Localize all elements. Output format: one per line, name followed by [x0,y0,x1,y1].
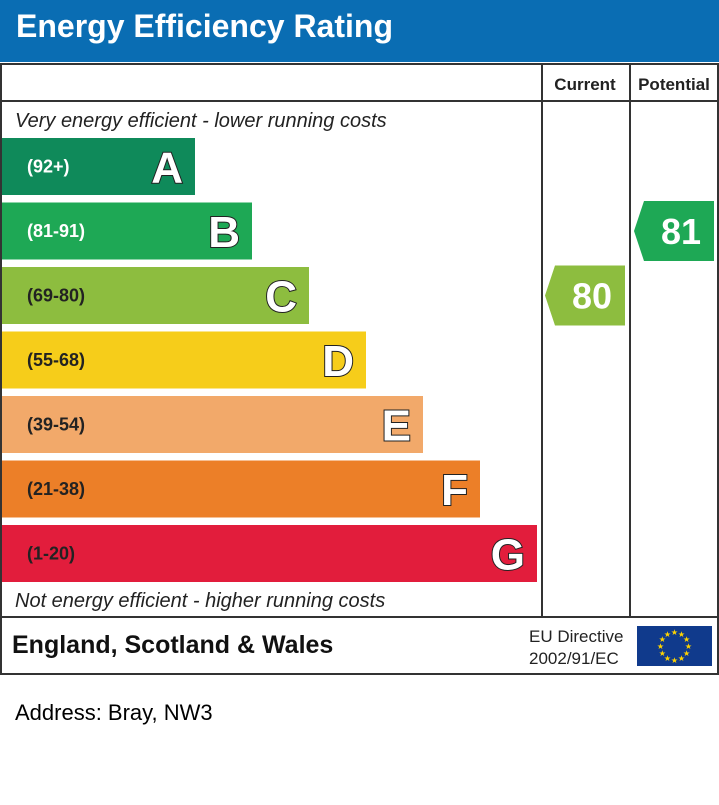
eu-star: ★ [685,642,692,651]
band-letter-a: A [151,144,183,193]
top-note: Very energy efficient - lower running co… [15,110,387,132]
current-rating-arrow: 80 [545,265,625,326]
band-e [2,396,423,453]
band-b [2,202,252,260]
directive-line-1: EU Directive [529,627,623,646]
potential-column-header: Potential [638,75,710,94]
band-letter-b: B [208,208,240,257]
band-letter-c: C [265,273,297,322]
band-range-g: (1-20) [27,544,75,564]
current-column-header: Current [554,75,616,94]
eu-star: ★ [678,654,685,663]
header-bar: Energy Efficiency Rating [0,0,719,62]
band-range-a: (92+) [27,157,70,177]
eu-flag-icon [637,626,712,666]
band-range-f: (21-38) [27,479,85,499]
eu-star: ★ [683,635,690,644]
page-title: Energy Efficiency Rating [16,8,393,44]
potential-rating-shape [634,201,714,261]
current-rating-shape [545,265,625,326]
current-rating-value: 80 [572,276,612,317]
region-label: England, Scotland & Wales [12,631,333,659]
potential-rating-arrow: 81 [634,201,714,261]
eu-star: ★ [678,630,685,639]
rating-bands: (92+) A (81-91) B (69-80) C (55-68) D (39-54) E (2… [2,138,537,582]
band-range-d: (55-68) [27,350,85,370]
band-letter-d: D [322,337,354,386]
eu-star: ★ [657,642,664,651]
band-g [2,525,537,582]
band-range-c: (69-80) [27,286,85,306]
eu-star: ★ [664,630,671,639]
band-d [2,331,366,389]
band-a [2,138,195,195]
bottom-note: Not energy efficient - higher running co… [15,590,385,612]
eu-star: ★ [671,628,678,637]
eu-star: ★ [659,649,666,658]
directive-line-2: 2002/91/EC [529,649,619,668]
band-letter-g: G [491,531,525,580]
energy-rating-chart: Current Potential Very energy efficient … [0,63,719,675]
eu-star: ★ [664,654,671,663]
band-f [2,460,480,518]
band-c [2,267,309,324]
eu-star: ★ [671,656,678,665]
band-range-b: (81-91) [27,221,85,241]
eu-star: ★ [683,649,690,658]
potential-rating-value: 81 [661,211,701,252]
eu-stars-icon: ★★★★★★★★★ ★ ★★ [657,628,692,665]
address-text: Address: Bray, NW3 [15,700,213,725]
band-letter-f: F [441,466,468,515]
band-letter-e: E [382,402,411,451]
band-range-e: (39-54) [27,415,85,435]
eu-star: ★ [659,635,666,644]
